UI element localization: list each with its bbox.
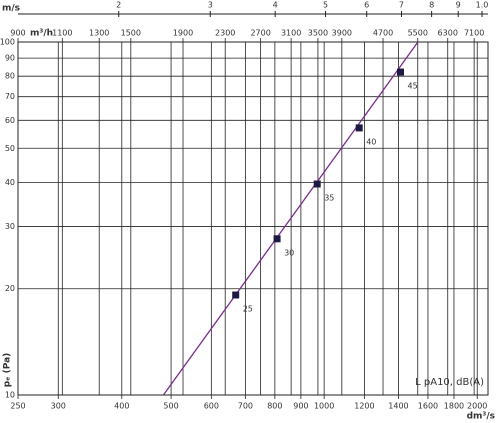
sound-level-label: 40 (366, 137, 376, 146)
x2-tick-label: 3100 (281, 29, 301, 38)
x2-tick-label: 3900 (332, 29, 352, 38)
x3-tick-label: 1.0 (476, 1, 489, 10)
x-tick-label: 500 (163, 402, 178, 411)
y-axis-label: pₑ (Pa) (3, 353, 13, 388)
x2-tick-label: 1100 (52, 29, 72, 38)
x2-tick-label: 2700 (250, 29, 270, 38)
x2-tick-label: 7100 (464, 29, 484, 38)
sound-level-label: 30 (284, 248, 294, 257)
x3-tick-label: 6 (364, 1, 369, 10)
y-tick-label: 70 (5, 92, 15, 101)
x2-tick-label: 6300 (438, 29, 458, 38)
x3-tick-label: 5 (323, 1, 328, 10)
x2-tick-label: 1300 (89, 29, 109, 38)
x3-tick-label: 9 (456, 1, 461, 10)
x-tick-label: 300 (51, 402, 66, 411)
y-tick-label: 30 (5, 222, 15, 231)
x2-tick-label: 1500 (121, 29, 141, 38)
x-tick-label: 2000 (467, 402, 487, 411)
y-tick-label: 20 (5, 284, 15, 293)
sound-level-label: 25 (243, 304, 253, 313)
x3-tick-label: 2 (116, 1, 121, 10)
x2-tick-label: 900 (10, 29, 25, 38)
x2-tick-label: 3500 (308, 29, 328, 38)
x3-tick-label: 8 (429, 1, 434, 10)
sound-level-label: 35 (324, 194, 334, 203)
x-tick-label: 1000 (314, 402, 334, 411)
x-axis-label: dm³/s (467, 412, 495, 422)
data-point (232, 291, 240, 299)
x2-tick-label: 1900 (173, 29, 193, 38)
x2-tick-label: 5500 (408, 29, 428, 38)
y-tick-label: 50 (5, 144, 15, 153)
x-tick-label: 250 (10, 402, 25, 411)
y-tick-label: 90 (5, 54, 15, 63)
x3-tick-label: 4 (273, 1, 278, 10)
x-tick-label: 600 (204, 402, 219, 411)
sound-level-label: 45 (407, 82, 417, 91)
x-tick-label: 900 (293, 402, 308, 411)
data-point (313, 180, 321, 188)
y-tick-label: 100 (0, 38, 15, 47)
curve-label: L pA10, dB(A) (415, 377, 484, 388)
x-tick-label: 1400 (388, 402, 408, 411)
x-tick-label: 1800 (444, 402, 464, 411)
data-point (273, 235, 281, 243)
x2-tick-label: 2300 (215, 29, 235, 38)
y-tick-label: 40 (5, 178, 15, 187)
x3-axis-label: m/s (2, 4, 20, 14)
y-tick-label: 80 (5, 72, 15, 81)
fan-curve (162, 41, 419, 396)
y-tick-label: 10 (5, 391, 15, 400)
x3-tick-label: 7 (399, 1, 404, 10)
x2-tick-label: 4700 (373, 29, 393, 38)
x-tick-label: 800 (267, 402, 282, 411)
x3-tick-label: 3 (208, 1, 213, 10)
data-point (396, 68, 404, 76)
x2-axis-label: m³/h (30, 29, 53, 39)
data-point (355, 124, 363, 132)
x-tick-label: 400 (114, 402, 129, 411)
x-tick-label: 700 (238, 402, 253, 411)
x-tick-label: 1600 (418, 402, 438, 411)
y-tick-label: 60 (5, 116, 15, 125)
x-tick-label: 1200 (354, 402, 374, 411)
